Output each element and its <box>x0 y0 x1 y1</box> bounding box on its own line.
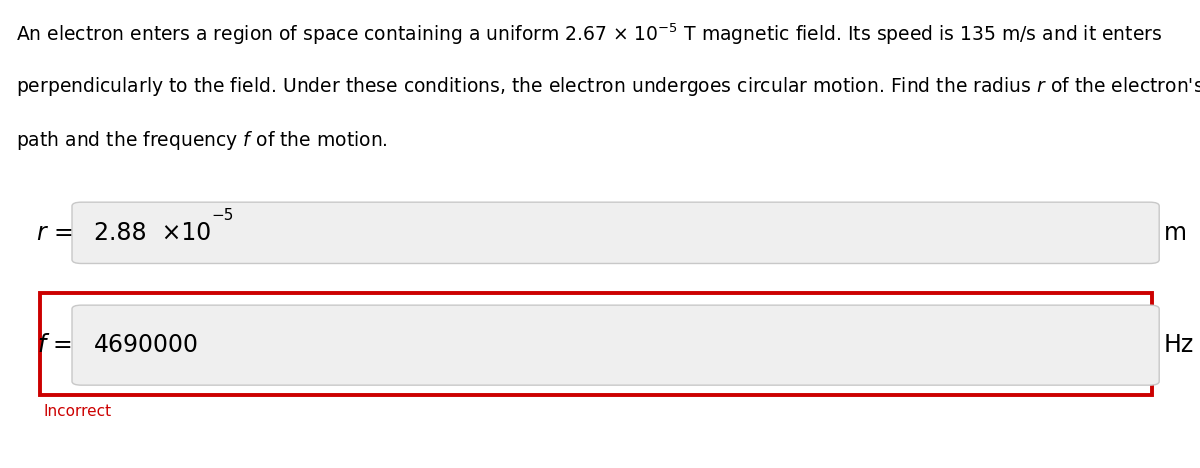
FancyBboxPatch shape <box>72 305 1159 385</box>
Text: 4690000: 4690000 <box>94 333 199 357</box>
Text: $r$ =: $r$ = <box>36 221 72 245</box>
Text: −5: −5 <box>211 207 234 223</box>
Text: An electron enters a region of space containing a uniform 2.67 × 10$^{-5}$ T mag: An electron enters a region of space con… <box>16 21 1162 46</box>
Text: $f$ =: $f$ = <box>37 333 72 357</box>
Text: perpendicularly to the field. Under these conditions, the electron undergoes cir: perpendicularly to the field. Under thes… <box>16 75 1200 98</box>
Text: path and the frequency $f$ of the motion.: path and the frequency $f$ of the motion… <box>16 129 388 152</box>
Bar <box>40 292 1152 395</box>
Text: Hz: Hz <box>1164 333 1194 357</box>
Text: 2.88  ×10: 2.88 ×10 <box>94 221 211 245</box>
FancyBboxPatch shape <box>72 202 1159 263</box>
Text: Incorrect: Incorrect <box>43 404 112 419</box>
Text: m: m <box>1164 221 1187 245</box>
